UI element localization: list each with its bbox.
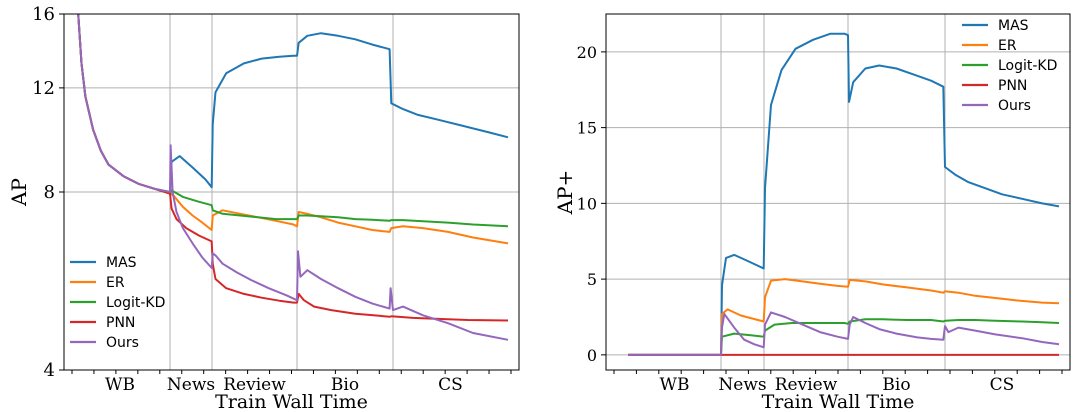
plot2-ytick-label: 10 bbox=[577, 194, 597, 213]
plot1-ytick-label: 8 bbox=[44, 182, 55, 203]
plot2-task-label: WB bbox=[660, 375, 690, 395]
plot1-task-label: WB bbox=[105, 375, 135, 395]
plot2-legend-label: Logit-KD bbox=[998, 58, 1057, 74]
plot1-series-pnn bbox=[77, 14, 509, 322]
plot2-legend-label: Ours bbox=[998, 98, 1031, 114]
plot1-series-logit-kd bbox=[77, 14, 509, 228]
plot1-legend-label: ER bbox=[106, 275, 125, 291]
plot1-task-label: CS bbox=[438, 375, 463, 395]
plot1-series-mas bbox=[77, 14, 509, 193]
plot2-series-logit-kd bbox=[628, 318, 1060, 356]
plot1-ytick-label: 12 bbox=[32, 78, 55, 99]
plot2-ylabel: AP+ bbox=[553, 170, 577, 216]
plot1-series-er bbox=[77, 14, 509, 245]
plot2-legend-label: MAS bbox=[998, 18, 1029, 34]
plot1-legend-label: Ours bbox=[106, 335, 139, 351]
plot2-task-label: News bbox=[718, 375, 766, 395]
plot2-legend-label: ER bbox=[998, 38, 1017, 54]
plot2-task-label: Review bbox=[775, 375, 838, 395]
plot2-series-mas bbox=[628, 32, 1060, 356]
plot1-legend-label: Logit-KD bbox=[106, 295, 165, 311]
plot2-task-label: CS bbox=[990, 375, 1015, 395]
plot2-ytick-label: 5 bbox=[587, 270, 597, 289]
plot2-ytick-label: 15 bbox=[577, 119, 597, 138]
plot1-ytick-label: 16 bbox=[32, 4, 55, 25]
plot2-series-ours bbox=[628, 311, 1060, 356]
plot1-task-label: Bio bbox=[331, 375, 359, 395]
plot1-ytick-label: 4 bbox=[44, 360, 55, 381]
plot1-xlabel: Train Wall Time bbox=[215, 391, 368, 412]
plot2-legend-label: PNN bbox=[998, 78, 1027, 94]
plot2-ytick-label: 0 bbox=[587, 346, 597, 365]
plot2-xlabel: Train Wall Time bbox=[762, 391, 915, 412]
plot1-legend-label: PNN bbox=[106, 315, 135, 331]
plot1-ylabel: AP bbox=[7, 178, 31, 207]
plot1-task-label: Review bbox=[223, 375, 286, 395]
plot2-task-label: Bio bbox=[882, 375, 910, 395]
plot2-ytick-label: 20 bbox=[577, 43, 597, 62]
plot1-series-ours bbox=[77, 14, 509, 341]
plot1-task-label: News bbox=[167, 375, 215, 395]
plot2-series-er bbox=[628, 278, 1060, 356]
plot1-legend-label: MAS bbox=[106, 255, 137, 271]
